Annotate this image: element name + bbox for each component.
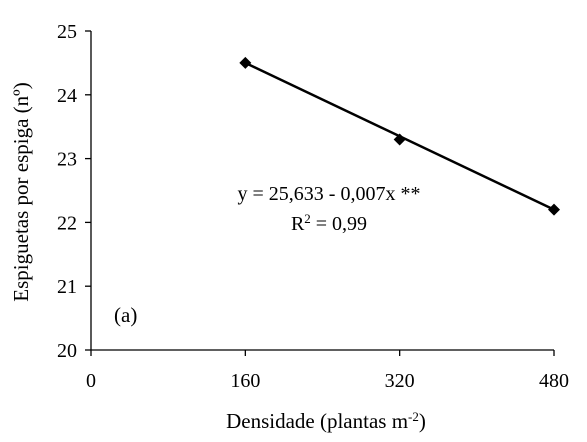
r-squared-superscript: 2 xyxy=(304,211,311,226)
y-tick-label: 20 xyxy=(57,340,77,362)
r-squared: R2 = 0,99 xyxy=(291,211,367,236)
x-tick-label: 0 xyxy=(86,370,96,392)
y-tick-label: 21 xyxy=(57,276,77,298)
y-tick-label: 22 xyxy=(57,212,77,234)
panel-label: (a) xyxy=(114,303,137,327)
x-tick-label: 160 xyxy=(230,370,260,392)
x-axis-title-close: ) xyxy=(419,409,426,433)
data-point-marker xyxy=(239,56,252,69)
x-axis-title-superscript: -2 xyxy=(408,409,419,424)
x-axis-title-main: Densidade (plantas m xyxy=(226,409,408,433)
y-axis-title: Espiguetas por espiga (nº) xyxy=(9,82,33,301)
regression-equation: y = 25,633 - 0,007x ** xyxy=(238,183,421,205)
y-axis-ticks: 20 21 22 23 24 25 xyxy=(57,21,91,362)
x-axis-ticks: 0 160 320 480 xyxy=(86,350,569,392)
data-point-marker xyxy=(548,203,560,216)
r-squared-value: = 0,99 xyxy=(311,213,367,235)
data-point-marker xyxy=(393,133,406,146)
y-tick-label: 23 xyxy=(57,149,77,171)
y-tick-label: 24 xyxy=(57,85,77,107)
axes xyxy=(90,31,554,351)
x-tick-label: 320 xyxy=(385,370,415,392)
y-tick-label: 25 xyxy=(57,21,77,43)
data-series xyxy=(239,56,560,216)
x-axis-title: Densidade (plantas m-2) xyxy=(226,409,426,434)
x-tick-label: 480 xyxy=(539,370,569,392)
r-squared-main: R xyxy=(291,213,305,235)
